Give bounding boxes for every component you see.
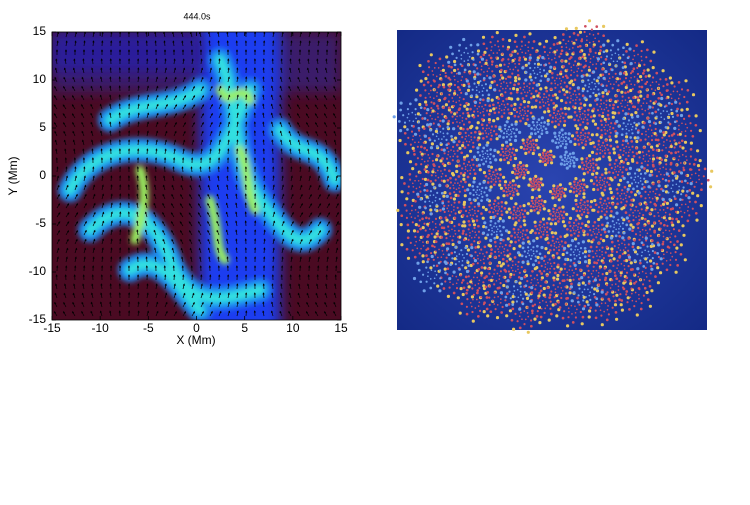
flow-arrows (53, 32, 339, 317)
x-tick-label: 5 (241, 321, 248, 335)
y-axis-label: Y (Mm) (6, 156, 20, 195)
x-tick-label: -15 (43, 321, 61, 335)
x-axis-label: X (Mm) (176, 333, 215, 347)
y-tick-label: -15 (29, 312, 47, 326)
field-image (52, 32, 341, 320)
x-tick-label: 0 (193, 321, 200, 335)
y-tick-label: -5 (35, 216, 46, 230)
y-tick-label: 0 (39, 168, 46, 182)
y-tick-label: 15 (33, 24, 47, 38)
spiral-image (392, 19, 714, 334)
y-tick-label: -10 (29, 264, 47, 278)
y-tick-label: 5 (39, 120, 46, 134)
x-tick-label: 15 (334, 321, 348, 335)
x-tick-label: 10 (286, 321, 300, 335)
x-tick-label: -5 (143, 321, 154, 335)
chart-title: 444.0s (183, 11, 211, 21)
spiral-dots (400, 24, 710, 330)
x-tick-label: -10 (91, 321, 109, 335)
y-tick-label: 10 (33, 72, 47, 86)
